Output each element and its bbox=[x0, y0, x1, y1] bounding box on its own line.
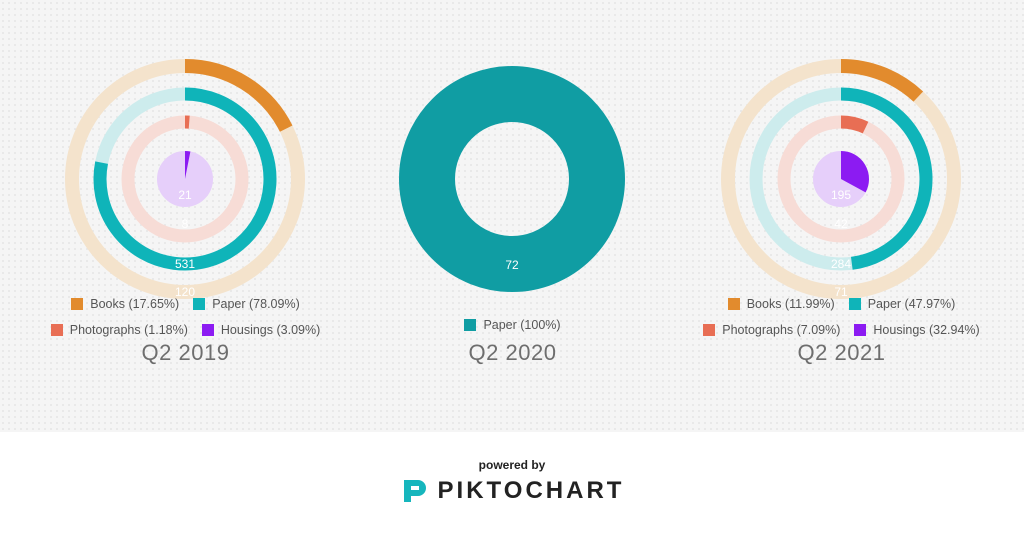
value-label-housings: 195 bbox=[831, 188, 851, 202]
legend-item-housings[interactable]: Housings (3.09%) bbox=[201, 323, 321, 337]
value-label-books: 120 bbox=[175, 285, 195, 299]
donut-chart-q2-2020: 72 bbox=[399, 66, 625, 292]
legend-item-books[interactable]: Books (11.99%) bbox=[727, 297, 835, 311]
radial-chart-q2-2021: 71 284 42 195 bbox=[721, 59, 961, 299]
legend-swatch-books bbox=[727, 298, 740, 310]
legend-item-paper[interactable]: Paper (78.09%) bbox=[193, 297, 300, 311]
legend-swatch-paper bbox=[848, 298, 861, 310]
donut-slice-paper[interactable] bbox=[399, 66, 625, 292]
legend-label-paper: Paper (100%) bbox=[483, 318, 561, 332]
legend-swatch-photographs bbox=[703, 324, 716, 336]
powered-by-text: powered by bbox=[478, 458, 546, 472]
legend-swatch-housings bbox=[854, 324, 867, 336]
value-label-books: 71 bbox=[834, 285, 848, 299]
chart-title-q2-2019: Q2 2019 bbox=[141, 340, 230, 365]
legend-q2-2020: Paper (100%) bbox=[342, 318, 683, 332]
legend-swatch-photographs bbox=[50, 324, 63, 336]
ring-arc-paper[interactable] bbox=[840, 87, 933, 270]
piktochart-logo-icon bbox=[403, 480, 426, 502]
footer: powered by PIKTOCHART bbox=[0, 432, 1024, 534]
value-label-paper: 72 bbox=[505, 258, 519, 272]
ring-arc-housings[interactable] bbox=[839, 151, 869, 193]
legend-label-books: Books (11.99%) bbox=[746, 297, 835, 311]
chart-title-q2-2020: Q2 2020 bbox=[468, 340, 557, 365]
legend-item-housings[interactable]: Housings (32.94%) bbox=[854, 323, 980, 337]
chart-panel-q2-2020: 72 Paper (100%) Q2 2020 bbox=[342, 0, 683, 432]
legend-swatch-books bbox=[71, 298, 84, 310]
legend-q2-2019: Books (17.65%) Paper (78.09%) Photographs … bbox=[15, 297, 356, 337]
legend-item-paper[interactable]: Paper (100%) bbox=[464, 318, 561, 332]
legend-label-paper: Paper (47.97%) bbox=[867, 297, 956, 311]
chart-title-q2-2021: Q2 2021 bbox=[797, 340, 886, 365]
brand-name: PIKTOCHART bbox=[437, 477, 625, 504]
value-label-photographs: 8 bbox=[182, 217, 189, 231]
legend-label-books: Books (17.65%) bbox=[90, 297, 180, 311]
chart-panel-q2-2019: 120 531 8 21 Books (17.65%) Paper (78.09%) Ph… bbox=[15, 0, 356, 432]
ring-arc-paper[interactable] bbox=[93, 87, 277, 271]
ring-arc-books[interactable] bbox=[840, 59, 924, 102]
radial-chart-q2-2019: 120 531 8 21 bbox=[65, 59, 305, 299]
legend-item-photographs[interactable]: Photographs (7.09%) bbox=[703, 323, 840, 337]
value-label-housings: 21 bbox=[178, 188, 192, 202]
legend-item-books[interactable]: Books (17.65%) bbox=[71, 297, 179, 311]
brand-link[interactable]: PIKTOCHART bbox=[0, 476, 1024, 506]
legend-label-housings: Housings (32.94%) bbox=[873, 323, 980, 337]
legend-swatch-paper bbox=[193, 298, 206, 310]
legend-label-housings: Housings (3.09%) bbox=[220, 323, 321, 337]
legend-item-paper[interactable]: Paper (47.97%) bbox=[848, 297, 956, 311]
chart-area: 120 531 8 21 Books (17.65%) Paper (78.09%) Ph… bbox=[0, 0, 1024, 432]
ring-arc-books[interactable] bbox=[184, 59, 293, 132]
value-label-paper: 284 bbox=[831, 257, 851, 271]
value-label-photographs: 42 bbox=[834, 217, 848, 231]
legend-swatch-paper bbox=[464, 319, 477, 331]
legend-q2-2021: Books (11.99%) Paper (47.97%) Photographs … bbox=[671, 297, 1012, 337]
chart-panel-q2-2021: 71 284 42 195 Books (11.99%) Paper (47.97%) P… bbox=[671, 0, 1012, 432]
legend-label-photographs: Photographs (1.18%) bbox=[69, 323, 188, 337]
legend-item-photographs[interactable]: Photographs (1.18%) bbox=[50, 323, 188, 337]
legend-label-paper: Paper (78.09%) bbox=[212, 297, 300, 311]
legend-label-photographs: Photographs (7.09%) bbox=[722, 323, 841, 337]
ring-arc-photographs[interactable] bbox=[840, 115, 869, 134]
value-label-paper: 531 bbox=[175, 257, 195, 271]
legend-swatch-housings bbox=[201, 324, 214, 336]
